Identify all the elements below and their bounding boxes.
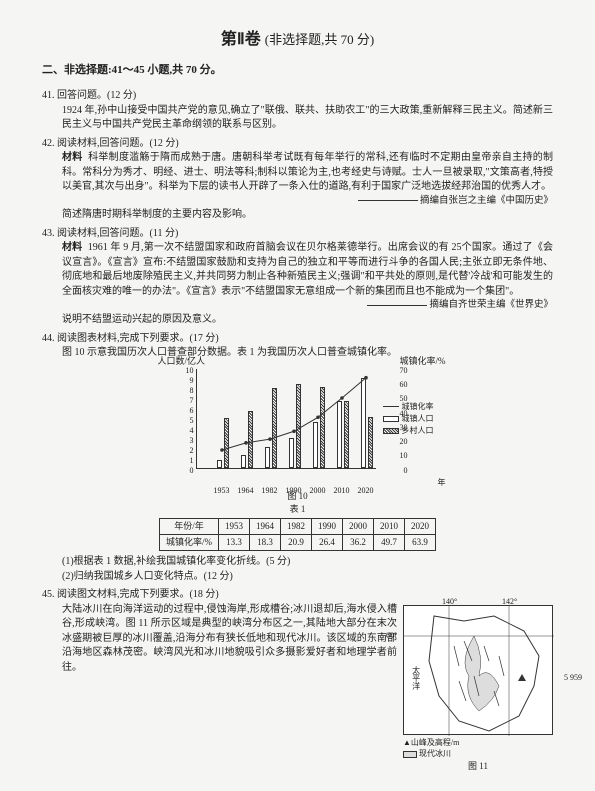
chart-legend: 城镇化率 城镇人口 乡村人口 — [383, 401, 434, 437]
ocean-label: 太平洋 — [410, 666, 422, 690]
q41-head: 41. 回答问题。(12 分) — [42, 89, 553, 104]
lat-60: 60° — [386, 630, 397, 642]
legend-rural: 乡村人口 — [383, 425, 434, 437]
population-chart: 人口数/亿人 城镇化率/% 城镇化率 城镇人口 乡村人口 年 012345678… — [168, 365, 428, 485]
fig11-caption: 图 11 — [403, 760, 553, 773]
question-45: 45. 阅读图文材料,完成下列要求。(18 分) 140° 142° 60° 太… — [42, 588, 553, 773]
legend-glacier: 现代冰川 — [403, 748, 553, 760]
question-44: 44. 阅读图表材料,完成下列要求。(17 分) 图 10 示意我国历次人口普查… — [42, 332, 553, 585]
q42-source: 摘编自张岂之主编《中国历史》 — [42, 195, 553, 209]
q42-ask: 简述隋唐时期科举制度的主要内容及影响。 — [42, 208, 553, 223]
fjord-map: 140° 142° 60° 太平洋 5 959 — [403, 605, 553, 735]
q43-source: 摘编自齐世荣主编《世界史》 — [42, 299, 553, 313]
section-heading: 二、非选择题:41～45 小题,共 70 分。 — [42, 63, 553, 79]
table-header-row: 年份/年1953196419821990200020102020 — [160, 519, 436, 535]
table-data-row: 城镇化率/%13.318.320.926.436.249.763.9 — [160, 535, 436, 551]
title-main: 第Ⅱ卷 — [221, 31, 261, 48]
q42-material: 材料 科举制度滥觞于隋而成熟于唐。唐朝科举考试既有每年举行的常科,还有临时不定期… — [42, 151, 553, 195]
q42-mat-label: 材料 — [62, 152, 83, 163]
q44-head: 44. 阅读图表材料,完成下列要求。(17 分) — [42, 332, 553, 347]
lon-142: 142° — [502, 596, 517, 608]
q44-intro: 图 10 示意我国历次人口普查部分数据。表 1 为我国历次人口普查城镇化率。 — [42, 346, 553, 361]
title-sub: (非选择题,共 70 分) — [265, 32, 374, 47]
q43-mat-label: 材料 — [62, 242, 82, 253]
map-container: 140° 142° 60° 太平洋 5 959 ▲山峰及高程/m 现代冰川 图 … — [403, 605, 553, 773]
question-43: 43. 阅读材料,回答问题。(11 分) 材料 1961 年 9 月,第一次不结… — [42, 227, 553, 328]
legend-urban: 城镇人口 — [383, 413, 434, 425]
q41-body: 1924 年,孙中山接受中国共产党的意见,确立了"联俄、联共、扶助农工"的三大政… — [42, 104, 553, 133]
legend-peak: ▲山峰及高程/m — [403, 737, 553, 749]
q43-head: 43. 阅读材料,回答问题。(11 分) — [42, 227, 553, 242]
question-41: 41. 回答问题。(12 分) 1924 年,孙中山接受中国共产党的意见,确立了… — [42, 89, 553, 133]
legend-line: 城镇化率 — [383, 401, 434, 413]
q44-ask1: (1)根据表 1 数据,补绘我国城镇化率变化折线。(5 分) — [42, 555, 553, 570]
q44-ask2: (2)归纳我国城乡人口变化特点。(12 分) — [42, 570, 553, 585]
q43-ask: 说明不结盟运动兴起的原因及意义。 — [42, 313, 553, 328]
q42-head: 42. 阅读材料,回答问题。(12 分) — [42, 137, 553, 152]
chart-line — [196, 369, 376, 469]
q43-mat-text: 1961 年 9 月,第一次不结盟国家和政府首脑会议在贝尔格莱德举行。出席会议的… — [62, 242, 553, 297]
q42-mat-text: 科举制度滥觞于隋而成熟于唐。唐朝科举考试既有每年举行的常科,还有临时不定期由皇帝… — [62, 152, 553, 192]
question-42: 42. 阅读材料,回答问题。(12 分) 材料 科举制度滥觞于隋而成熟于唐。唐朝… — [42, 137, 553, 223]
map-svg — [404, 606, 554, 736]
lon-140: 140° — [442, 596, 457, 608]
q43-material: 材料 1961 年 9 月,第一次不结盟国家和政府首脑会议在贝尔格莱德举行。出席… — [42, 241, 553, 299]
page-title: 第Ⅱ卷 (非选择题,共 70 分) — [42, 28, 553, 51]
q45-head: 45. 阅读图文材料,完成下列要求。(18 分) — [42, 588, 553, 603]
urbanization-table: 年份/年1953196419821990200020102020 城镇化率/%1… — [159, 518, 436, 551]
map-legend: ▲山峰及高程/m 现代冰川 — [403, 737, 553, 760]
chart-container: 人口数/亿人 城镇化率/% 城镇化率 城镇人口 乡村人口 年 012345678… — [42, 365, 553, 517]
tab1-caption: 表 1 — [42, 503, 553, 516]
peak-value: 5 959 — [564, 672, 582, 684]
x-label: 年 — [438, 477, 446, 489]
